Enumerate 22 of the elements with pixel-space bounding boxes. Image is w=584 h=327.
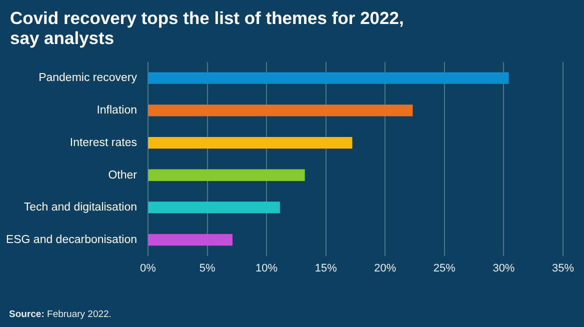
bar [148, 234, 233, 246]
x-tick-label: 25% [433, 262, 456, 275]
y-tick-label: Inflation [96, 104, 137, 117]
x-tick-label: 5% [199, 262, 216, 275]
x-tick-label: 0% [140, 262, 156, 275]
x-tick-label: 30% [492, 262, 515, 275]
bar [148, 169, 305, 181]
source-note: Source: February 2022. [9, 309, 112, 320]
y-tick-label: Pandemic recovery [38, 72, 138, 84]
chart-title: Covid recovery tops the list of themes for 2022, say analysts [10, 8, 405, 48]
x-tick-label: 10% [256, 262, 278, 275]
y-tick-label: Tech and digitalisation [24, 202, 137, 214]
bar [148, 104, 413, 116]
y-tick-label: Other [108, 169, 138, 182]
bar [148, 136, 352, 149]
x-tick-label: 15% [314, 262, 338, 275]
x-tick-label: 20% [374, 262, 396, 275]
y-tick-label: ESG and decarbonisation [6, 234, 137, 246]
x-tick-label: 35% [552, 262, 574, 275]
bar [148, 202, 280, 214]
y-tick-label: Interest rates [70, 136, 138, 149]
bar [148, 72, 509, 84]
